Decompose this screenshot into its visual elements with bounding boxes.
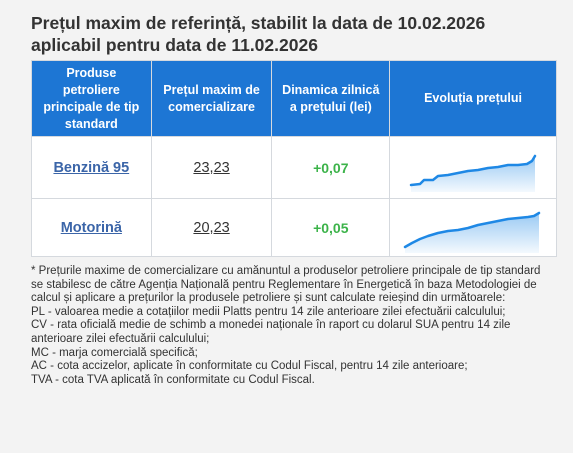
sparkline-area-chart-icon [409,154,537,192]
product-link-benzina-95[interactable]: Benzină 95 [53,160,130,176]
header-price-evolution: Evoluția prețului [389,60,557,137]
delta-cell: +0,07 [271,136,391,199]
header-daily-dynamics: Dinamica zilnică a prețului (lei) [271,60,391,137]
trend-cell [389,198,557,257]
footnote-intro: * Prețurile maxime de comercializare cu … [31,265,541,305]
page-title: Prețul maxim de referință, stabilit la d… [31,12,551,56]
sparkline-area-chart-icon [403,211,541,253]
footnote-cv: CV - rata oficială medie de schimb a mon… [31,319,511,345]
delta-cell: +0,05 [271,198,391,257]
price-table: Produse petroliere principale de tip sta… [31,60,557,257]
header-products: Produse petroliere principale de tip sta… [31,60,152,137]
price-value[interactable]: 23,23 [193,160,230,176]
header-max-price: Prețul maxim de comercializare [150,60,273,137]
delta-value: +0,05 [313,219,349,236]
product-cell: Motorină [31,198,152,257]
table-row: Motorină 20,23 +0,05 [31,198,557,257]
product-link-motorina[interactable]: Motorină [60,220,122,236]
trend-cell [389,136,557,199]
title-line-2: aplicabil pentru data de 11.02.2026 [31,35,318,55]
price-cell: 20,23 [150,198,273,257]
product-cell: Benzină 95 [31,136,152,199]
footnote-ac: AC - cota accizelor, aplicate în conform… [31,360,468,373]
footnote-pl: PL - valoarea medie a cotațiilor medii P… [31,305,506,318]
delta-value: +0,07 [313,159,349,176]
footnotes: * Prețurile maxime de comercializare cu … [31,265,551,387]
title-line-1: Prețul maxim de referință, stabilit la d… [31,13,486,33]
table-row: Benzină 95 23,23 +0,07 [31,136,557,199]
price-value[interactable]: 20,23 [193,220,230,236]
price-cell: 23,23 [150,136,273,199]
footnote-mc: MC - marja comercială specifică; [31,346,198,359]
footnote-tva: TVA - cota TVA aplicată în conformitate … [31,373,315,386]
table-header-row: Produse petroliere principale de tip sta… [31,60,557,137]
